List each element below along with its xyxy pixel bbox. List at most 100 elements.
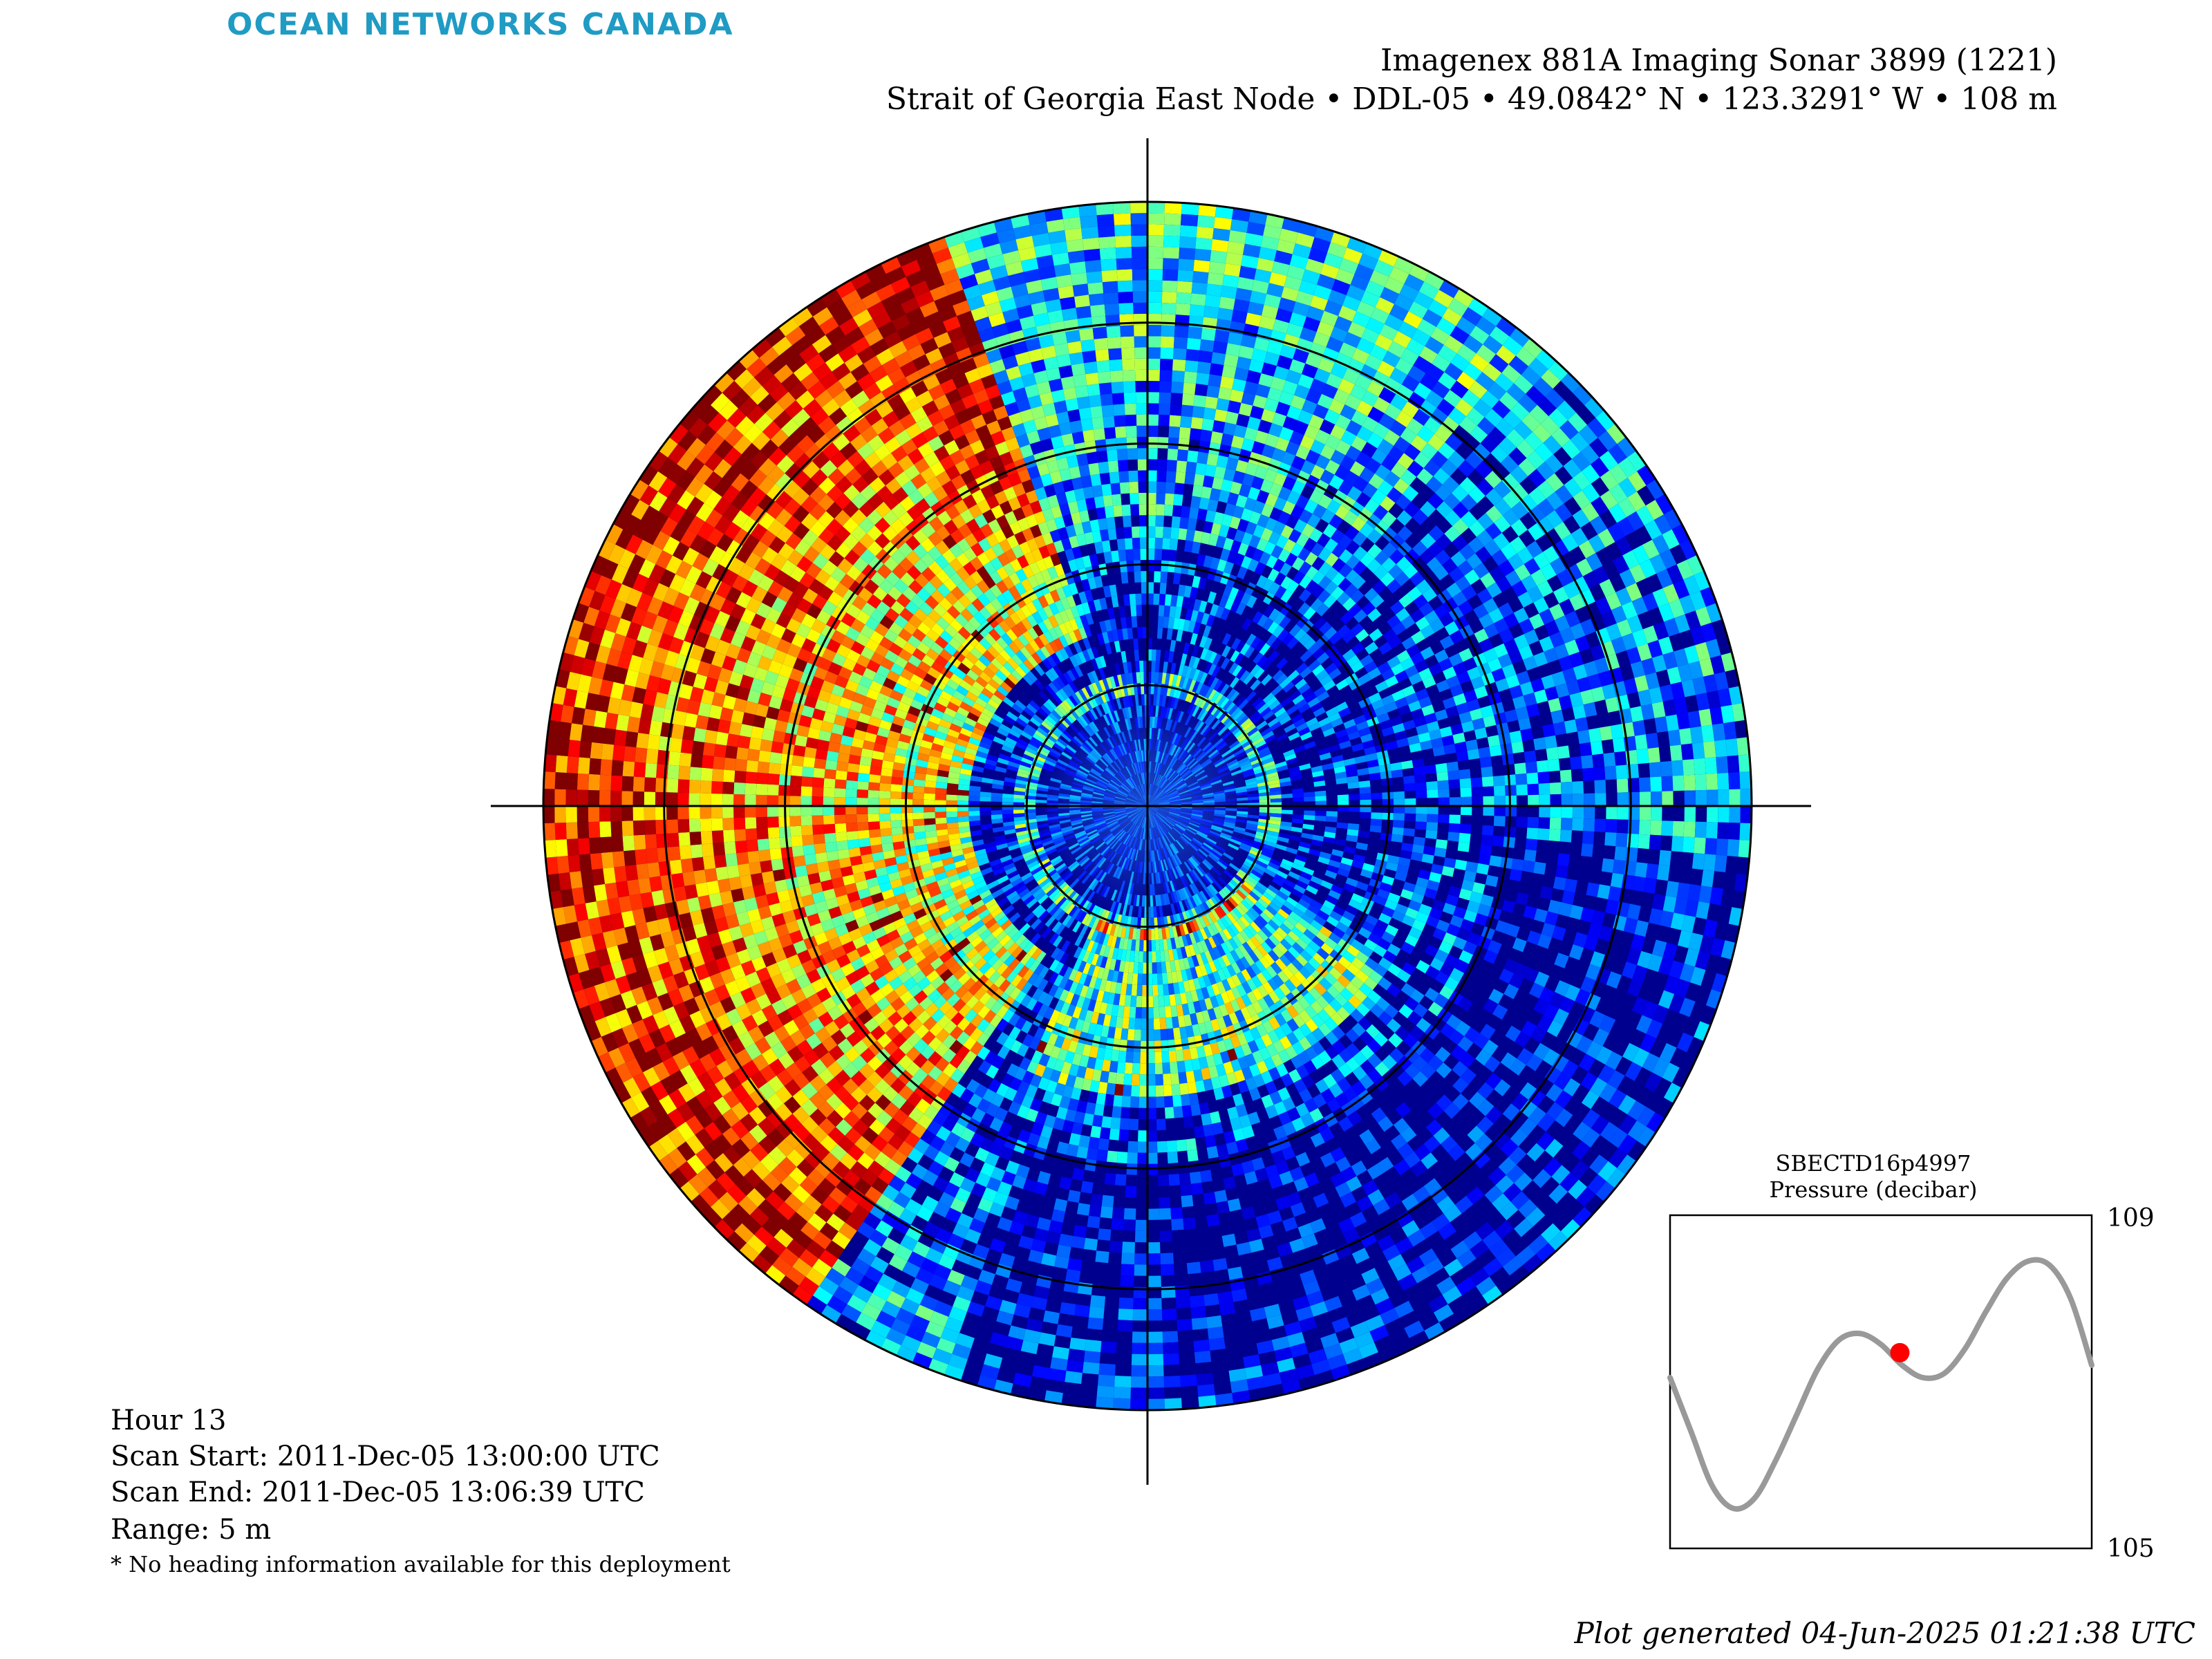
sonar-cell — [1391, 827, 1404, 836]
sonar-cell — [977, 858, 990, 866]
sonar-cell — [957, 821, 970, 828]
sonar-cell — [1043, 718, 1055, 729]
sonar-cell — [1308, 848, 1321, 856]
sonar-cell — [980, 810, 991, 816]
sonar-cell — [1040, 704, 1051, 715]
sonar-cell — [1289, 911, 1302, 922]
sonar-cell — [1155, 1085, 1164, 1097]
sonar-cell — [1246, 966, 1257, 979]
sonar-cell — [1272, 877, 1284, 887]
sonar-cell — [1068, 630, 1078, 644]
sonar-cell — [1291, 863, 1304, 872]
sonar-cell — [1282, 883, 1294, 893]
sonar-cell — [1370, 818, 1382, 827]
sonar-cell — [1137, 973, 1143, 985]
sonar-cell — [1011, 725, 1023, 735]
sonar-cell — [1208, 936, 1217, 949]
sonar-cell — [1168, 673, 1174, 686]
sonar-cell — [1257, 929, 1269, 941]
sonar-cell — [1168, 949, 1174, 962]
sonar-cell — [1253, 948, 1264, 960]
sonar-cell — [1192, 919, 1200, 931]
sonar-cell — [1286, 758, 1298, 765]
sonar-cell — [1152, 951, 1156, 963]
sonar-cell — [1106, 923, 1113, 935]
sonar-cell — [1239, 670, 1250, 682]
sonar-cell — [1318, 717, 1331, 727]
sonar-cell — [1189, 667, 1197, 680]
sonar-cell — [1130, 493, 1139, 505]
sonar-cell — [1192, 657, 1201, 669]
sonar-cell — [1192, 931, 1201, 944]
sonar-cell — [1024, 750, 1036, 758]
sonar-cell — [985, 758, 997, 767]
sonar-cell — [1024, 854, 1036, 862]
sonar-cell — [1246, 691, 1257, 702]
sonar-cell — [1018, 765, 1031, 771]
sonar-cell — [1058, 976, 1069, 989]
sonar-cell — [1129, 1118, 1139, 1131]
sonar-cell — [1222, 901, 1232, 912]
sonar-cell — [1232, 907, 1243, 919]
sonar-cell — [1172, 674, 1178, 686]
sonar-cell — [1130, 1096, 1139, 1108]
sonar-cell — [1128, 928, 1134, 939]
sonar-cell — [1210, 691, 1220, 703]
sonar-cell — [979, 889, 992, 900]
sonar-cell — [947, 777, 959, 785]
sonar-cell — [1235, 667, 1246, 679]
sonar-cell — [1098, 1138, 1109, 1151]
sonar-cell — [981, 777, 993, 784]
sonar-cell — [912, 785, 925, 794]
sonar-cell — [1159, 939, 1164, 951]
sonar-cell — [812, 824, 825, 835]
sonar-cell — [1470, 777, 1483, 788]
sonar-cell — [1255, 740, 1266, 749]
sonar-cell — [1018, 837, 1030, 844]
sonar-cell — [1297, 683, 1311, 695]
sonar-cell — [1015, 934, 1027, 946]
sonar-cell — [1139, 515, 1147, 527]
sonar-cell — [1222, 928, 1232, 940]
sonar-cell — [1259, 706, 1272, 718]
sonar-cell — [1174, 959, 1181, 972]
sonar-cell — [1208, 973, 1217, 986]
sonar-cell — [1098, 920, 1107, 932]
sonar-cell — [1459, 832, 1471, 843]
sonar-cell — [1264, 868, 1277, 878]
sonar-cell — [993, 736, 1005, 745]
sonar-cell — [1247, 875, 1259, 885]
sonar-cell — [1097, 966, 1105, 980]
sonar-cell — [1112, 947, 1119, 960]
sonar-cell — [1199, 928, 1208, 940]
sonar-cell — [1055, 949, 1065, 962]
sonar-cell — [1121, 1096, 1131, 1108]
sonar-cell — [1230, 949, 1240, 962]
sonar-cell — [823, 787, 835, 798]
sonar-cell — [1109, 676, 1116, 688]
sonar-cell — [951, 754, 964, 763]
sonar-cell — [1275, 843, 1287, 851]
sonar-cell — [1459, 769, 1471, 780]
sonar-cell — [1281, 859, 1294, 868]
sonar-cell — [957, 870, 971, 879]
sonar-cell — [1190, 610, 1199, 622]
sonar-cell — [879, 782, 892, 791]
sonar-cell — [1138, 1096, 1147, 1108]
sonar-cell — [1239, 930, 1250, 942]
sonar-cell — [1038, 878, 1050, 888]
sonar-cell — [1276, 733, 1288, 742]
sonar-cell — [1260, 727, 1273, 737]
sonar-cell — [1161, 549, 1170, 561]
sonar-cell — [1260, 941, 1273, 953]
sonar-cell — [1003, 740, 1015, 750]
sonar-cell — [1031, 652, 1042, 664]
sonar-cell — [1048, 889, 1060, 900]
sonar-cell — [1275, 761, 1287, 769]
sonar-cell — [1046, 886, 1057, 897]
sonar-cell — [1147, 515, 1156, 527]
sonar-cell — [1286, 847, 1298, 854]
sonar-cell — [1246, 924, 1257, 936]
sonar-cell — [980, 823, 993, 830]
sonar-cell — [1166, 938, 1172, 950]
